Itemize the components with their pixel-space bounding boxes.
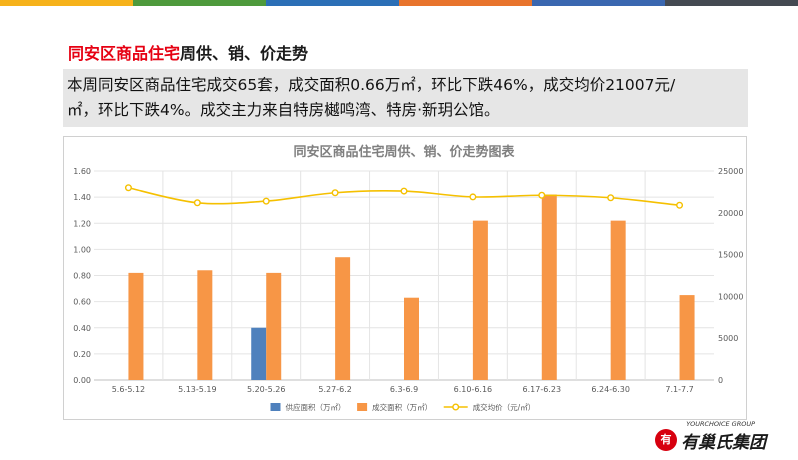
price-point: [262, 197, 270, 205]
legend-swatch-point: [452, 403, 460, 411]
headline-rest: 周供、销、价走势: [180, 44, 309, 63]
legend-label: 成交面积（万㎡）: [372, 402, 432, 412]
y-right-tick-label: 20000: [718, 209, 743, 218]
page-headline: 同安区商品住宅周供、销、价走势: [68, 40, 308, 64]
logo-mark-icon: 有: [655, 429, 677, 451]
summary-box: 本周同安区商品住宅成交65套，成交面积0.66万㎡，环比下跌46%，成交均价21…: [63, 69, 748, 127]
y-left-tick-label: 0.40: [73, 324, 91, 333]
combo-chart: 同安区商品住宅周供、销、价走势图表 0.00 0.20 0.40 0.60 0.80 1.0…: [73, 144, 743, 412]
summary-line-1: 本周同安区商品住宅成交65套，成交面积0.66万㎡，环比下跌46%，成交均价21…: [67, 76, 676, 94]
y-left-tick-label: 0.20: [73, 350, 91, 359]
logo-chinese: 有巢氏集团: [681, 433, 766, 453]
header-color-strip: [0, 0, 798, 6]
bar-deal-area: [541, 194, 557, 380]
chart-title: 同安区商品住宅周供、销、价走势图表: [293, 144, 515, 160]
x-tick-label: 7.1-7.7: [665, 385, 693, 394]
y-left-tick-label: 1.00: [73, 245, 91, 254]
bar-deal-area: [404, 297, 419, 380]
x-tick-label: 5.27-6.2: [318, 385, 351, 394]
headline-highlight: 同安区商品住宅: [68, 44, 181, 63]
x-tick-label: 6.17-6.23: [523, 385, 562, 394]
y-right-tick-label: 25000: [718, 167, 743, 176]
price-point: [400, 187, 408, 195]
bar-deal-area: [472, 220, 488, 380]
x-tick-label: 6.3-6.9: [390, 385, 418, 394]
y-right-tick-label: 0: [718, 376, 723, 385]
price-point: [538, 191, 546, 199]
x-tick-label: 6.10-6.16: [454, 385, 493, 394]
y-left-tick-label: 1.60: [73, 167, 91, 176]
bar-deal-area: [128, 272, 144, 380]
x-tick-label: 5.6-5.12: [112, 385, 145, 394]
x-tick-label: 5.13-5.19: [178, 385, 217, 394]
price-point: [607, 194, 615, 202]
y-left-tick-label: 1.40: [73, 193, 91, 202]
color-segment-4: [399, 0, 532, 6]
y-right-tick-label: 15000: [718, 251, 743, 260]
legend-swatch-bar: [270, 403, 281, 411]
y-left-tick-label: 1.20: [73, 219, 91, 228]
bar-deal-area: [610, 220, 626, 380]
price-point: [193, 199, 201, 207]
legend-swatch-bar: [357, 403, 368, 411]
chart-container: 同安区商品住宅周供、销、价走势图表 0.00 0.20 0.40 0.60 0.80 1.0…: [63, 136, 747, 420]
company-logo: YOURCHOICE GROUP 有 有巢氏集团: [655, 420, 795, 458]
price-point: [124, 184, 132, 192]
price-point: [469, 193, 477, 201]
color-segment-1: [0, 0, 133, 6]
legend-label: 供应面积（万㎡）: [286, 402, 346, 412]
bar-deal-area: [679, 295, 695, 380]
x-tick-label: 5.20-5.26: [247, 385, 286, 394]
legend-label: 成交均价（元/㎡）: [473, 402, 536, 412]
price-point: [676, 201, 684, 209]
color-segment-3: [266, 0, 399, 6]
bar-deal-area: [197, 270, 213, 380]
y-right-tick-label: 10000: [718, 292, 743, 301]
x-tick-label: 6.24-6.30: [591, 385, 630, 394]
bar-deal-area: [266, 272, 282, 380]
color-segment-5: [532, 0, 665, 6]
y-left-tick-label: 0.60: [73, 298, 91, 307]
bar-supply: [251, 327, 267, 380]
color-segment-2: [133, 0, 266, 6]
summary-line-2: ㎡，环比下跌4%。成交主力来自特房樾鸣湾、特房·新玥公馆。: [67, 101, 500, 119]
price-point: [331, 189, 339, 197]
y-left-tick-label: 0.00: [73, 376, 91, 385]
bar-deal-area: [335, 257, 351, 380]
y-right-tick-label: 5000: [718, 334, 738, 343]
logo-english: YOURCHOICE GROUP: [686, 420, 755, 428]
color-segment-6: [665, 0, 798, 6]
y-left-tick-label: 0.80: [73, 272, 91, 281]
